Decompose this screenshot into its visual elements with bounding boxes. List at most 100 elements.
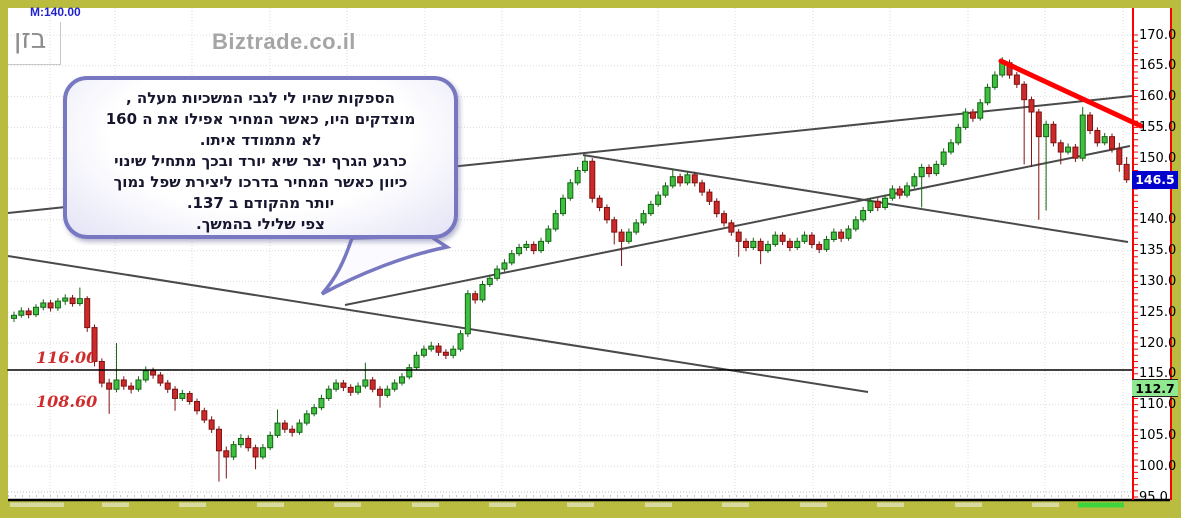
candle-body [596, 197, 603, 208]
symbol-legend-box [8, 22, 61, 65]
clipped-date-label-fragment [567, 502, 594, 507]
candle-body [991, 74, 998, 88]
candle-body [98, 360, 105, 384]
candle-body [508, 253, 515, 264]
candle-body [1087, 114, 1094, 131]
secondary-price-badge: 112.7 [1132, 378, 1178, 397]
current-period-highlight-fragment [1078, 502, 1124, 508]
symbol-name: בזן [14, 24, 47, 55]
candle-body [54, 300, 61, 309]
candle-body [25, 310, 32, 316]
candle-body [611, 219, 618, 233]
candle-body [84, 298, 91, 329]
candle-body [933, 163, 940, 175]
candle-body [911, 176, 918, 187]
candle-body [318, 397, 325, 409]
candle-body [1057, 142, 1064, 153]
candle-body [1116, 148, 1123, 165]
candle-body [142, 370, 149, 381]
price-axis-tick-label: 165.0 [1139, 58, 1177, 74]
candle-body [113, 379, 120, 390]
candle-body [1123, 163, 1130, 181]
candle-body [1013, 74, 1020, 85]
candle-body [677, 176, 684, 184]
price-axis-tick-label: 115.0 [1139, 366, 1177, 382]
candle-body [560, 197, 566, 215]
price-axis-tick-label: 170.0 [1139, 27, 1177, 43]
ma-indicator-value: M:140.00 [30, 5, 81, 19]
candle-body [172, 388, 179, 399]
candle-body [699, 182, 706, 193]
price-level-label: 116.00 [36, 348, 98, 367]
candle-body [289, 428, 296, 433]
candle-body [494, 268, 501, 279]
candle-body [11, 314, 17, 319]
price-axis-tick-label: 130.0 [1139, 273, 1177, 289]
candle-body [325, 388, 332, 399]
candle-body [296, 422, 303, 433]
candle-body [1028, 99, 1035, 113]
lower-ascending-trendline[interactable] [344, 145, 1131, 306]
candle-body [230, 444, 237, 458]
candle-body [786, 240, 793, 249]
price-axis-tick-label: 155.0 [1139, 119, 1177, 135]
candle-body [581, 160, 588, 172]
candle-body [486, 277, 493, 285]
candle-body [838, 231, 845, 239]
candle-body [845, 228, 852, 239]
candle-body [281, 422, 288, 430]
bubble-text-line: כיוון כאשר המחיר בדרכו ליצירת שפל נמוך [113, 173, 408, 191]
candle-body [406, 367, 413, 378]
candle-body [135, 379, 142, 390]
bubble-text-line: מוצדקים היו, כאשר המחיר אפילו את ה 160 [105, 110, 416, 128]
candle-body [157, 374, 164, 384]
red-lower-high-trendline[interactable] [998, 58, 1144, 129]
analyst-annotation-bubble[interactable]: הספקות שהיו לי לגבי המשכיות מעלה , מוצדקי… [63, 76, 458, 239]
candle-body [808, 234, 815, 245]
candle-body [962, 111, 969, 128]
mid-descending-trendline[interactable] [582, 154, 1129, 243]
candle-body [882, 197, 889, 208]
candle-body [201, 410, 208, 421]
candle-body [384, 388, 391, 396]
candle-body [867, 200, 874, 212]
candle-body [860, 210, 867, 221]
price-axis-tick-label: 125.0 [1139, 304, 1177, 320]
candle-body [47, 302, 54, 309]
clipped-date-label-fragment [412, 502, 439, 507]
clipped-date-label-fragment [37, 502, 64, 507]
candle-body [1109, 136, 1115, 150]
clipped-date-label-fragment [257, 502, 284, 507]
candle-body [757, 240, 764, 252]
candle-body [1072, 146, 1079, 159]
candle-body [106, 382, 113, 390]
axis-pane-background [1134, 8, 1170, 501]
candle-body [362, 379, 369, 387]
candle-body [62, 297, 69, 302]
candle-body [1101, 136, 1108, 144]
candle-body [874, 200, 881, 208]
clipped-date-label-fragment [334, 502, 361, 507]
candle-body [969, 111, 976, 119]
bubble-text-line: יותר מהקודם ב 137. [186, 194, 335, 212]
candle-body [852, 219, 859, 230]
candle-body [40, 302, 47, 308]
price-axis-tick-label: 135.0 [1139, 243, 1177, 259]
candle-body [450, 348, 457, 356]
candle-body [625, 231, 632, 242]
candle-body [194, 401, 200, 412]
price-axis-tick-label: 110.0 [1139, 397, 1177, 413]
candle-body [347, 386, 354, 393]
candle-body [713, 200, 720, 215]
candle-body [311, 407, 318, 415]
clipped-date-label-fragment [1032, 502, 1059, 507]
price-axis-tick-label: 160.0 [1139, 89, 1177, 105]
candle-body [947, 142, 954, 153]
candle-body [603, 206, 610, 221]
candle-body [735, 231, 742, 242]
candle-body [398, 376, 405, 384]
clipped-date-label-fragment [10, 502, 37, 507]
candle-body [223, 450, 230, 458]
candle-body [904, 185, 911, 196]
